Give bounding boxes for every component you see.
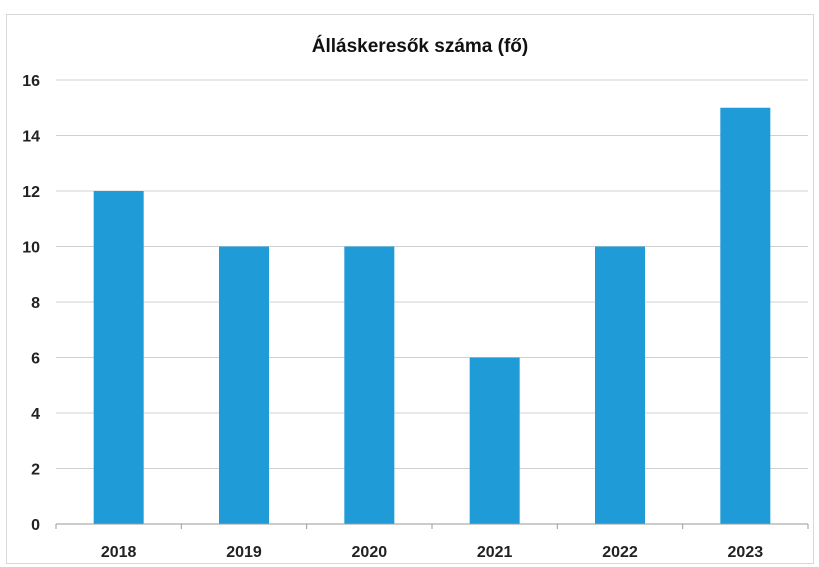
y-tick-label: 4: [31, 406, 40, 423]
bar-2023: [720, 107, 771, 524]
gridlines: [56, 79, 808, 469]
x-axis-tick-labels: 2018 2019 2020 2021 2022 2023: [55, 524, 809, 561]
y-axis-tick-labels: 0 2 4 6 8 10 12 14 16: [22, 73, 40, 534]
y-tick-label: 10: [22, 240, 40, 257]
x-tick-label-2021: 2021: [477, 544, 513, 561]
bar-2018: [93, 191, 144, 524]
y-tick-label: 16: [22, 73, 40, 90]
y-tick-label: 12: [22, 184, 40, 201]
y-tick-label: 8: [31, 295, 40, 312]
bar-2022: [595, 246, 645, 524]
bars: [93, 107, 771, 524]
bar-2020: [344, 246, 395, 524]
y-tick-label: 0: [31, 517, 40, 534]
x-tick-label-2019: 2019: [226, 544, 262, 561]
x-tick-label-2022: 2022: [602, 544, 638, 561]
x-tick-label-2023: 2023: [728, 544, 764, 561]
x-tick-label-2018: 2018: [101, 544, 137, 561]
x-tick-label-2020: 2020: [352, 544, 388, 561]
y-tick-label: 2: [31, 462, 40, 479]
y-tick-label: 6: [31, 351, 40, 368]
bar-2021: [469, 357, 520, 524]
y-tick-label: 14: [22, 129, 40, 146]
bar-2019: [219, 246, 269, 524]
chart-title: Álláskeresők száma (fő): [312, 35, 529, 57]
